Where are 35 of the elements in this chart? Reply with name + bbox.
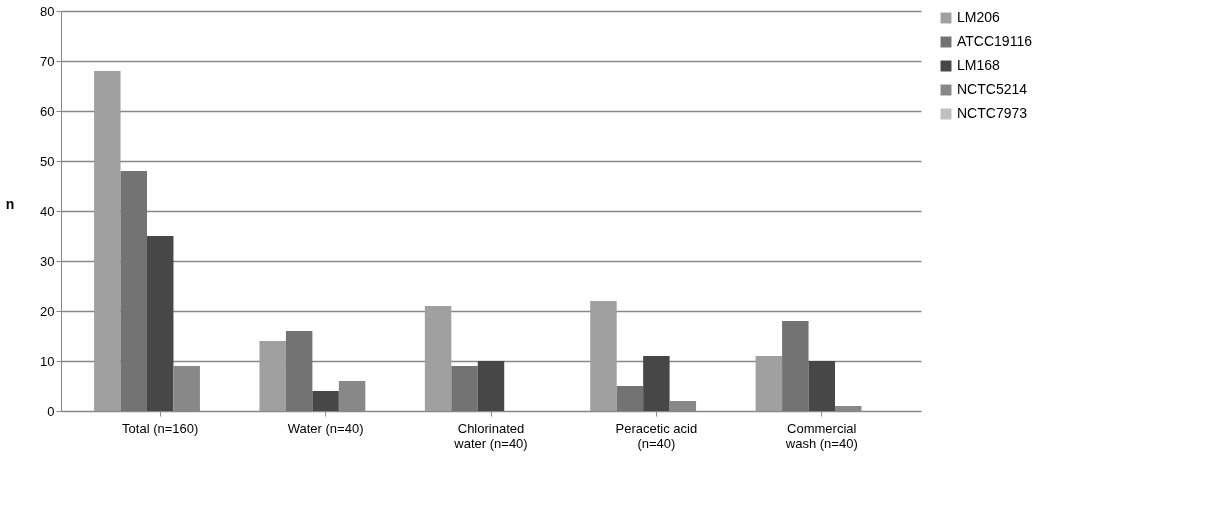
bar (616, 386, 644, 411)
x-tick-label: Chlorinated water (n=40) (453, 420, 528, 451)
bar (451, 366, 478, 411)
bar (477, 361, 505, 411)
bar (643, 356, 670, 411)
bar (312, 391, 339, 411)
bar (782, 321, 809, 411)
y-tick-label: 40 (40, 203, 55, 219)
y-tick-label: 0 (47, 403, 55, 419)
legend-label: ATCC19116 (957, 33, 1033, 49)
legend-label: LM206 (957, 9, 1001, 25)
x-tick-label: Commercial wash (n=40) (784, 420, 858, 451)
x-tick-label: Peracetic acid (n=40) (615, 420, 698, 451)
bar (94, 71, 121, 411)
y-tick-label: 50 (40, 153, 55, 169)
bar (147, 236, 174, 411)
legend-label: LM168 (957, 57, 1001, 73)
y-tick-label: 60 (40, 103, 55, 119)
bar (755, 356, 783, 411)
bar (120, 171, 147, 411)
x-tick-label: Total (n=160) (122, 420, 199, 436)
y-tick-label: 10 (40, 353, 55, 369)
y-axis-title: n (5, 195, 15, 212)
y-tick-label: 70 (40, 53, 55, 69)
bar (424, 306, 452, 411)
bar (808, 361, 835, 411)
bar (259, 341, 286, 411)
x-tick-label: Water (n=40) (287, 420, 364, 436)
y-tick-label: 80 (40, 3, 55, 19)
bar (285, 331, 313, 411)
legend-label: NCTC7973 (957, 105, 1028, 121)
y-tick-label: 30 (40, 253, 55, 269)
bar (590, 301, 617, 411)
y-tick-label: 20 (40, 303, 55, 319)
legend-label: NCTC5214 (957, 81, 1028, 97)
